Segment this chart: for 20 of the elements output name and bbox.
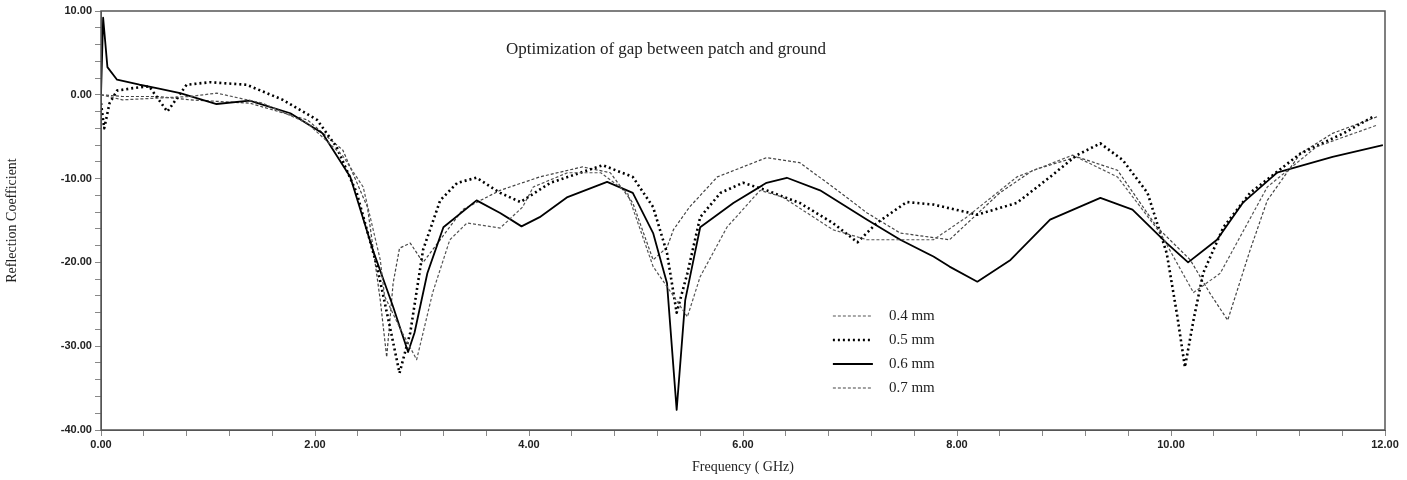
x-tick-label: 2.00 [304, 437, 326, 450]
y-tick-label: 0.00 [70, 87, 92, 100]
y-tick-label: 10.00 [64, 4, 92, 17]
x-tick-label: 6.00 [732, 437, 754, 450]
legend-label: 0.5 mm [888, 330, 936, 347]
legend-label: 0.7 mm [888, 378, 936, 395]
x-tick-label: 4.00 [518, 437, 540, 450]
x-tick-label: 0.00 [90, 437, 112, 450]
y-tick-label: -10.00 [60, 171, 92, 184]
legend-label: 0.4 mm [888, 306, 936, 323]
y-tick-label: -20.00 [60, 255, 92, 268]
text: Optimization of gap between patch and ground [505, 38, 827, 58]
x-axis-title: Frequency ( GHz) [692, 459, 795, 476]
x-tick-label: 8.00 [946, 437, 968, 450]
y-tick-label: -40.00 [60, 423, 92, 436]
x-tick-label: 12.00 [1371, 437, 1399, 450]
y-axis-title: Reflection Coefficient [4, 158, 20, 283]
x-tick-label: 10.00 [1157, 437, 1185, 450]
legend-label: 0.6 mm [888, 354, 936, 371]
y-tick-label: -30.00 [60, 339, 92, 352]
